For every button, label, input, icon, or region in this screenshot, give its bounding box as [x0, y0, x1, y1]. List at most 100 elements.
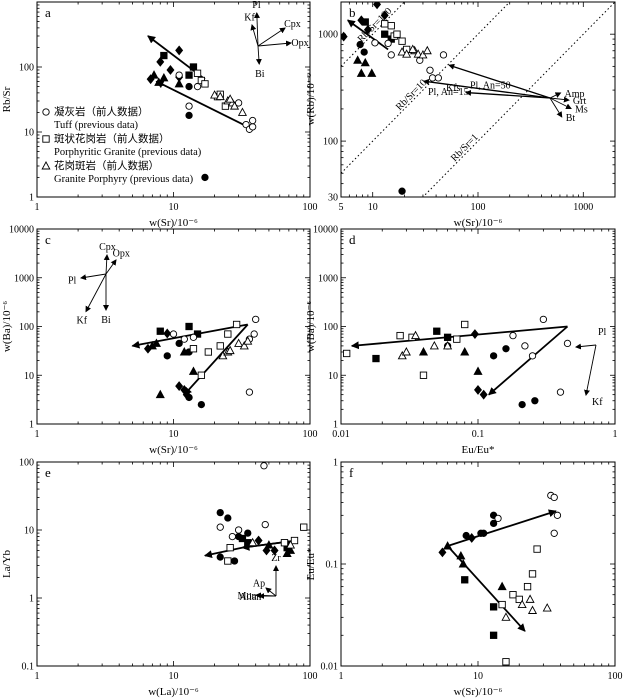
- open-square-marker: [193, 69, 202, 77]
- y-tick-label: 10000: [313, 225, 338, 236]
- vector-label: Opx: [291, 38, 308, 49]
- open-square-marker: [42, 135, 50, 143]
- series-open-triangle: [501, 594, 552, 621]
- vector-label: Pl: [252, 0, 261, 11]
- series-filled-triangle: [264, 540, 296, 558]
- x-tick-label: 5: [339, 202, 344, 213]
- panel-label: c: [45, 232, 51, 247]
- filled-triangle-marker: [367, 68, 377, 77]
- x-tick-label: 10: [169, 671, 179, 682]
- vector-arrow: [465, 89, 551, 99]
- open-triangle-marker: [243, 336, 253, 345]
- open-triangle-marker: [429, 340, 439, 350]
- x-tick-label: 10: [169, 429, 179, 440]
- filled-square-marker: [372, 354, 380, 363]
- y-tick-label: 100: [323, 137, 338, 148]
- vector-arrow: [549, 92, 562, 99]
- open-circle-marker: [521, 342, 529, 350]
- open-square-marker: [528, 570, 537, 578]
- open-square-marker: [509, 591, 517, 599]
- chart-panel-d: 0.01 0.1 1 1 10 100 1000 10000 Eu/Eu* w(Ba)/10⁻⁶ d…: [305, 225, 618, 457]
- open-triangle-marker: [248, 537, 258, 547]
- chart-panel-e: 1 10 1000.1110100w(La)/10⁻⁶La/YbeZrApMonAl…: [1, 458, 318, 699]
- filled-circle-marker: [216, 508, 224, 517]
- series-filled-diamond: [438, 533, 476, 558]
- open-circle-marker: [387, 51, 395, 59]
- vector-label: Opx: [113, 249, 130, 260]
- filled-diamond-marker: [254, 535, 263, 546]
- filled-circle-marker: [502, 345, 510, 353]
- x-tick-label: 1: [613, 429, 618, 440]
- y-tick-label: 10000: [9, 225, 34, 236]
- open-square-marker: [461, 320, 469, 329]
- filled-circle-marker: [224, 514, 232, 522]
- open-circle-marker: [553, 511, 562, 519]
- open-circle-marker: [563, 339, 572, 348]
- open-triangle-marker: [397, 47, 407, 56]
- open-square-marker: [533, 545, 541, 553]
- series-open-triangle: [397, 330, 453, 360]
- series-open-triangle: [248, 537, 296, 549]
- filled-circle-marker: [518, 400, 526, 409]
- open-square-marker: [197, 371, 206, 379]
- open-square-marker: [343, 349, 351, 358]
- filled-triangle-marker: [497, 581, 507, 591]
- open-circle-marker: [494, 514, 502, 523]
- filled-diamond-marker: [380, 10, 389, 21]
- trend-arrow: [447, 509, 557, 547]
- y-tick-label: 10: [24, 371, 34, 382]
- y-tick-label: 1: [333, 420, 338, 431]
- series-open-circle: [494, 491, 562, 537]
- filled-circle-marker: [244, 529, 252, 537]
- series-open-square: [498, 545, 541, 666]
- open-circle-marker: [248, 123, 257, 131]
- open-circle-marker: [245, 388, 254, 396]
- filled-square-marker: [489, 603, 498, 611]
- open-circle-marker: [228, 532, 237, 541]
- open-triangle-marker: [215, 91, 225, 101]
- filled-circle-marker: [356, 40, 364, 49]
- open-triangle-marker: [285, 540, 296, 549]
- open-circle-marker: [248, 116, 257, 125]
- filled-triangle-marker: [149, 70, 159, 79]
- y-tick-label: 0.1: [326, 560, 339, 571]
- x-tick-label: 1000: [573, 202, 593, 213]
- series-filled-triangle: [149, 70, 184, 88]
- vector-arrow: [549, 97, 563, 118]
- open-triangle-marker: [210, 90, 220, 99]
- x-axis-label: w(Sr)/10⁻⁶: [454, 686, 503, 698]
- vector-label: Kf: [244, 12, 255, 23]
- filled-circle-marker: [230, 557, 239, 565]
- ratio-line: [341, 2, 406, 67]
- filled-triangle-marker: [418, 347, 429, 356]
- vector-label: Kfs: [446, 83, 461, 94]
- open-triangle-marker: [517, 599, 527, 609]
- filled-circle-marker: [185, 393, 193, 402]
- open-circle-marker: [250, 330, 258, 338]
- series-filled-circle: [185, 82, 209, 182]
- chart-panel-c: 1 10 100 1 10 100 1000 10000 w(Sr)/10⁻⁶ w(Ba)/10⁻…: [1, 225, 318, 457]
- filled-triangle-marker: [151, 338, 162, 347]
- trend-arrow: [488, 325, 569, 396]
- open-circle-marker: [189, 333, 198, 341]
- y-tick-label: 0.01: [321, 662, 339, 673]
- data-layer: [438, 491, 562, 666]
- y-tick-label: 30: [328, 193, 338, 204]
- open-square-marker: [226, 544, 234, 552]
- vector-arrow: [85, 273, 107, 313]
- x-axis-label: w(La)/10⁻⁶: [148, 686, 199, 698]
- filled-circle-marker: [360, 48, 368, 56]
- series-filled-circle: [216, 508, 252, 565]
- vector-label: Mon: [238, 591, 257, 602]
- open-circle-marker: [180, 335, 188, 343]
- open-triangle-marker: [542, 603, 552, 612]
- open-square-marker: [224, 557, 232, 565]
- vector-label: Ap: [253, 578, 265, 589]
- filled-diamond-marker: [373, 2, 382, 10]
- y-axis-label: w(Rb)/10⁻⁶: [305, 73, 317, 125]
- open-triangle-marker: [410, 330, 421, 340]
- vector-arrow: [257, 40, 292, 47]
- series-open-triangle: [218, 336, 253, 360]
- filled-diamond-marker: [163, 328, 172, 339]
